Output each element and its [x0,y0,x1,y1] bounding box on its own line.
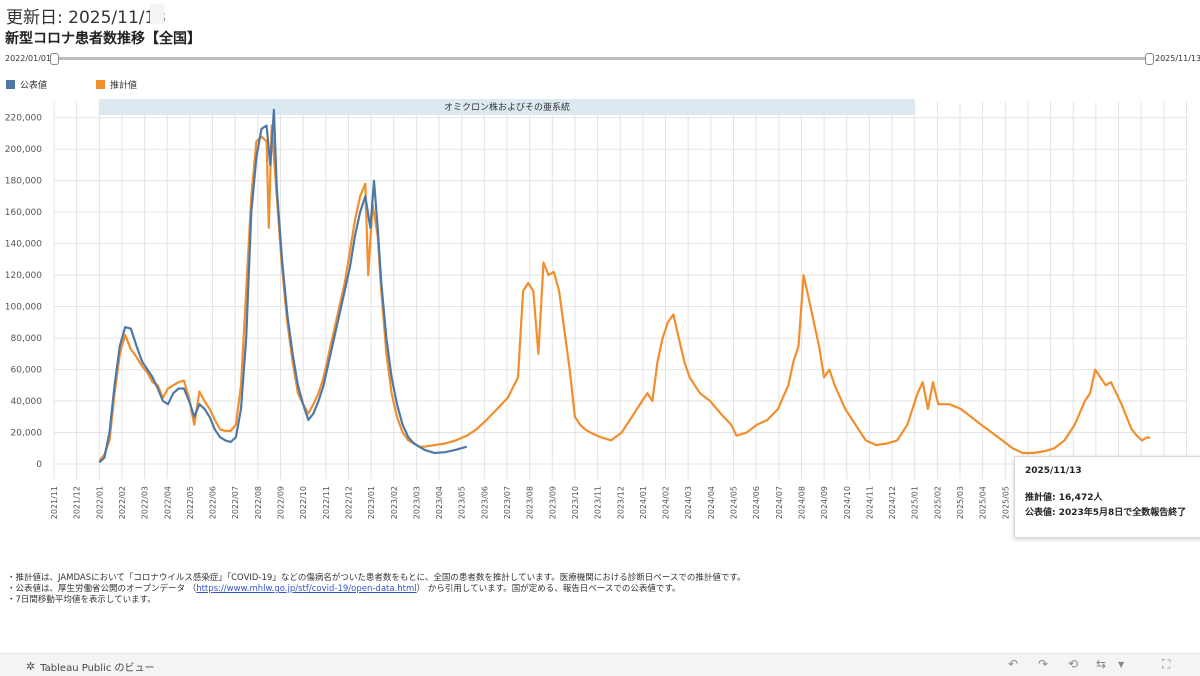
tableau-logo-icon: ✲ [26,660,36,673]
x-tick-label: 2024/08 [797,486,806,519]
x-tick-label: 2025/05 [1001,486,1010,519]
x-tick-label: 2024/10 [843,486,852,519]
note-official: ・公表値は、厚生労働省公開のオープンデータ （https://www.mhlw.… [7,584,746,595]
y-tick-label: 140,000 [5,240,42,250]
x-tick-label: 2023/05 [458,486,467,519]
redo-icon[interactable]: ↷ [1038,657,1049,671]
date-range-slider[interactable] [52,57,1152,60]
x-tick-label: 2025/04 [979,486,988,519]
x-tick-label: 2022/01 [95,486,104,519]
x-tick-label: 2025/01 [911,486,920,519]
notes: ・推計値は、JAMDASにおいて「コロナウイルス感染症」「COVID-19」など… [7,573,746,606]
x-tick-label: 2024/09 [820,486,829,519]
legend-label-official: 公表値 [20,81,48,91]
x-tick-label: 2022/11 [322,486,331,519]
x-tick-label: 2021/12 [73,486,82,519]
x-tick-label: 2024/05 [730,486,739,519]
y-tick-label: 200,000 [5,145,42,155]
x-tick-label: 2023/09 [548,486,557,519]
y-tick-label: 220,000 [5,114,42,124]
undo-icon[interactable]: ↶ [1008,657,1019,671]
slider-end-handle[interactable] [1145,53,1154,65]
x-tick-label: 2023/06 [480,486,489,519]
x-tick-label: 2021/11 [50,486,59,519]
legend-label-estimate: 推計値 [110,81,138,91]
x-tick-label: 2025/03 [956,486,965,519]
y-tick-label: 20,000 [11,429,43,439]
note-official-post: ） から引用しています。国が定める、報告日ベースでの公表値です。 [416,584,681,594]
series-line-official [98,108,468,464]
y-tick-label: 40,000 [11,397,43,407]
x-tick-label: 2023/12 [616,486,625,519]
footer-toolbar: ✲ Tableau Public のビュー ↶ ↷ ⟲ ⇆ ▼ ⛶ [0,653,1200,676]
legend-swatch-official [6,80,15,89]
x-tick-label: 2022/02 [118,486,127,519]
tableau-brand[interactable]: ✲ Tableau Public のビュー [26,659,155,674]
x-tick-label: 2022/07 [231,486,240,519]
chart-title: 新型コロナ患者数推移【全国】 [5,31,201,47]
x-tick-label: 2023/04 [435,486,444,519]
slider-start-handle[interactable] [50,53,59,65]
x-tick-label: 2024/12 [888,486,897,519]
variant-band [99,99,915,115]
note-estimate: ・推計値は、JAMDASにおいて「コロナウイルス感染症」「COVID-19」など… [7,573,746,583]
x-tick-label: 2022/09 [277,486,286,519]
x-tick-label: 2023/02 [390,486,399,519]
legend-swatch-estimate [96,80,105,89]
x-tick-label: 2024/03 [684,486,693,519]
tooltip-official: 公表値: 2023年5月8日で全数報告終了 [1025,508,1187,518]
updated-placeholder-box [150,4,164,24]
x-tick-label: 2023/08 [526,486,535,519]
variant-band-label: オミクロン株およびその亜系統 [444,101,570,113]
x-tick-label: 2023/07 [503,486,512,519]
y-tick-label: 180,000 [5,177,42,187]
x-tick-label: 2024/04 [707,486,716,519]
x-tick-label: 2022/06 [209,486,218,519]
y-tick-label: 100,000 [5,303,42,313]
tableau-brand-label: Tableau Public のビュー [40,663,155,674]
slider-max-label: 2025/11/13 [1155,54,1200,63]
chevron-down-icon[interactable]: ▼ [1118,660,1125,669]
x-tick-label: 2023/03 [412,486,421,519]
fullscreen-icon[interactable]: ⛶ [1162,657,1171,671]
legend-item-estimate[interactable]: 推計値 [96,78,137,91]
y-tick-label: 0 [36,460,42,470]
x-tick-label: 2024/06 [752,486,761,519]
y-tick-label: 160,000 [5,208,42,218]
legend-item-official[interactable]: 公表値 [6,78,47,91]
series-line-estimate [98,124,1151,462]
x-tick-label: 2024/11 [865,486,874,519]
x-tick-label: 2024/02 [662,486,671,519]
x-tick-label: 2025/02 [933,486,942,519]
y-tick-label: 60,000 [11,366,43,376]
revert-icon[interactable]: ⟲ [1068,657,1079,671]
x-tick-label: 2022/10 [299,486,308,519]
tooltip-date: 2025/11/13 [1025,466,1082,476]
x-tick-label: 2022/08 [254,486,263,519]
tooltip-estimate: 推計値: 16,472人 [1025,493,1103,503]
note-official-pre: ・公表値は、厚生労働省公開のオープンデータ （ [7,584,197,594]
x-tick-label: 2023/10 [571,486,580,519]
x-tick-label: 2022/03 [141,486,150,519]
tooltip: 2025/11/13 推計値: 16,472人 公表値: 2023年5月8日で全… [1014,456,1200,538]
x-tick-label: 2022/04 [163,486,172,519]
x-tick-label: 2023/01 [367,486,376,519]
x-tick-label: 2022/12 [344,486,353,519]
y-tick-label: 80,000 [11,334,43,344]
y-tick-label: 120,000 [5,271,42,281]
updated-date: 更新日: 2025/11/13 [6,8,167,28]
x-tick-label: 2023/11 [594,486,603,519]
note-moving-average: ・7日間移動平均値を表示しています。 [7,595,156,605]
open-data-link[interactable]: https://www.mhlw.go.jp/stf/covid-19/open… [196,584,417,594]
share-icon[interactable]: ⇆ [1096,657,1107,671]
x-tick-label: 2024/07 [775,486,784,519]
slider-min-label: 2022/01/01 [5,54,52,63]
x-tick-label: 2022/05 [186,486,195,519]
x-tick-label: 2024/01 [639,486,648,519]
